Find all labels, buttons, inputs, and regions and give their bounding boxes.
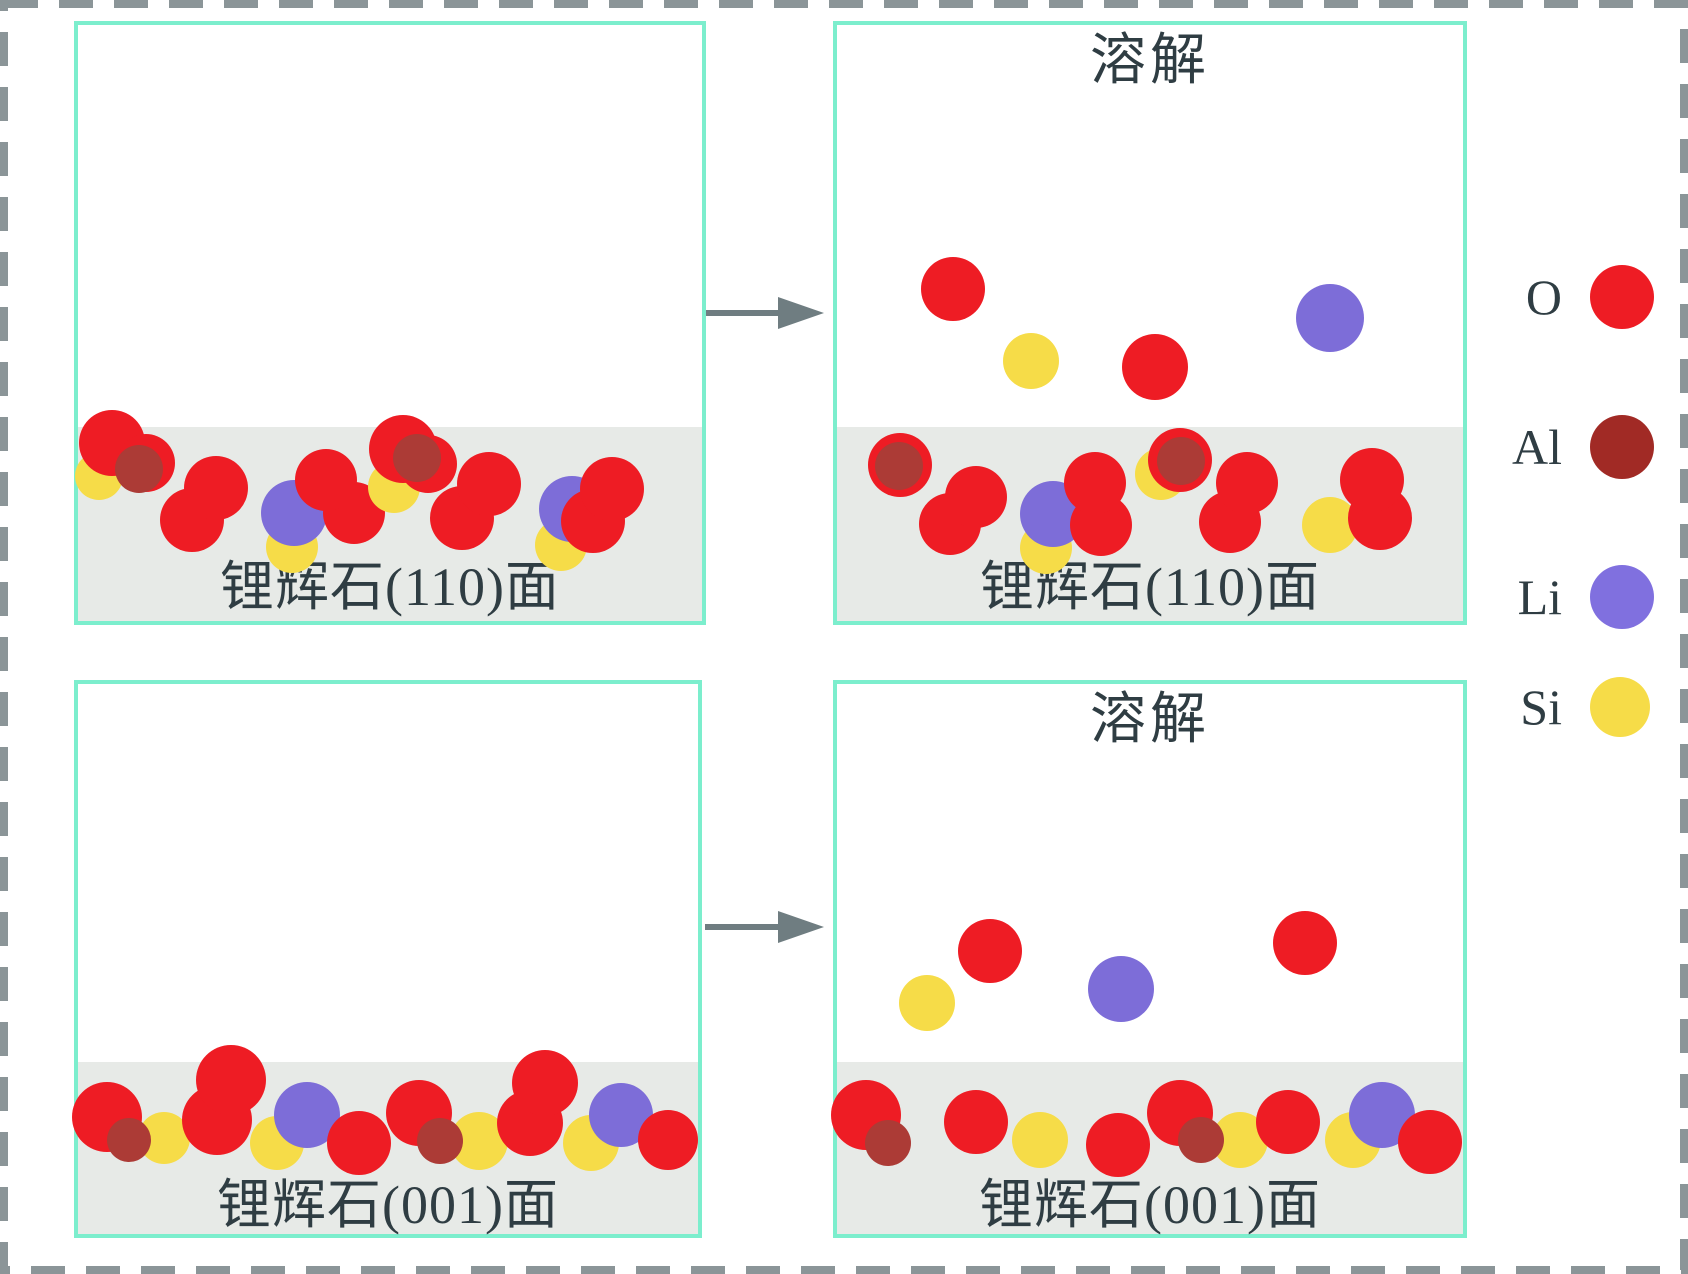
o-atom [457, 452, 521, 516]
al-atom [115, 445, 163, 493]
surface-label-110-before: 锂辉石(110)面 [220, 557, 560, 617]
li-atom [1296, 284, 1364, 352]
al-atom [1178, 1117, 1224, 1163]
arrow-shaft [706, 310, 784, 316]
legend-element-label: O [1525, 269, 1562, 325]
o-atom [196, 1045, 266, 1115]
si-atom-swatch [1590, 677, 1650, 737]
surface-label-110-after: 锂辉石(110)面 [980, 557, 1320, 617]
o-atom [921, 257, 985, 321]
o-atom [944, 1090, 1008, 1154]
panel-110-before: 锂辉石(110)面 [74, 21, 706, 625]
al-atom [393, 434, 441, 482]
al-atom [1157, 437, 1205, 485]
panel-001-after: 溶解 锂辉石(001)面 [831, 680, 1467, 1238]
o-atom [638, 1110, 698, 1170]
legend-element-label: Al [1512, 419, 1562, 475]
surface-label-001-before: 锂辉石(001)面 [217, 1175, 559, 1235]
o-atom [327, 1111, 391, 1175]
dissolve-label: 溶解 [1090, 30, 1210, 92]
arrow-shaft [705, 924, 784, 930]
o-atom [1398, 1110, 1462, 1174]
o-atom [1273, 911, 1337, 975]
o-atom [1122, 334, 1188, 400]
o-atom [512, 1050, 578, 1116]
arrow-head-icon [778, 911, 824, 943]
o-atom [1216, 452, 1278, 514]
o-atom [958, 919, 1022, 983]
o-atom [295, 449, 357, 511]
li-atom-swatch [1590, 565, 1654, 629]
al-atom [875, 442, 923, 490]
o-atom [184, 456, 248, 520]
al-atom [107, 1118, 151, 1162]
legend-item-o: O [1440, 265, 1654, 329]
legend-element-label: Si [1520, 679, 1562, 735]
o-atom [1064, 452, 1126, 514]
panel-001-before: 锂辉石(001)面 [72, 680, 702, 1238]
o-atom-swatch [1590, 265, 1654, 329]
panel-110-after: 溶解 锂辉石(110)面 [833, 21, 1467, 625]
si-atom [899, 975, 955, 1031]
legend-item-si: Si [1440, 675, 1650, 739]
legend-element-label: Li [1517, 569, 1562, 625]
legend-item-al: Al [1440, 415, 1654, 479]
surface-label-001-after: 锂辉石(001)面 [979, 1175, 1321, 1235]
al-atom-swatch [1590, 415, 1654, 479]
o-atom [1340, 448, 1404, 512]
si-atom [1012, 1112, 1068, 1168]
legend-item-li: Li [1440, 565, 1654, 629]
si-atom [1003, 333, 1059, 389]
al-atom [865, 1120, 911, 1166]
arrow-head-icon [778, 297, 824, 329]
o-atom [1256, 1090, 1320, 1154]
o-atom [580, 457, 644, 521]
al-atom [417, 1118, 463, 1164]
dissolve-label: 溶解 [1090, 689, 1210, 751]
li-atom [1088, 956, 1154, 1022]
o-atom [1086, 1113, 1150, 1177]
o-atom [945, 466, 1007, 528]
